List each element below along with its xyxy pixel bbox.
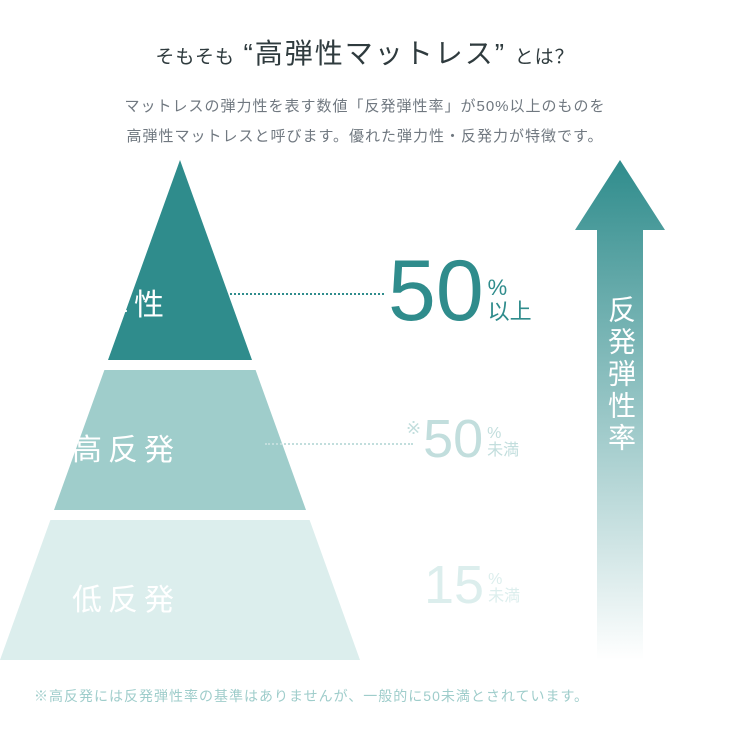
- title-main: “高弾性マットレス”: [239, 38, 510, 69]
- value-2-number: 50: [423, 412, 483, 466]
- leader-line-1: [182, 293, 384, 295]
- title-post: とは？: [515, 47, 575, 68]
- value-2-asterisk: ※: [406, 418, 421, 439]
- value-3-unit: % 未満: [488, 571, 520, 612]
- value-2-unit-top: %: [487, 425, 519, 443]
- intro-line-1: マットレスの弾力性を表す数値「反発弾性率」が50%以上のものを: [0, 92, 730, 122]
- pyramid-tier-2-label: 高反発: [72, 425, 180, 469]
- intro-line-2: 高弾性マットレスと呼びます。優れた弾力性・反発力が特徴です。: [0, 122, 730, 152]
- pyramid-tier-3-label: 低反発: [72, 575, 180, 619]
- pyramid-tier-1: 高弾性: [0, 160, 360, 360]
- value-2-unit: % 未満: [487, 425, 519, 466]
- page-title: そもそも “高弾性マットレス” とは？: [0, 0, 730, 72]
- pyramid-tier-1-label: 高弾性: [62, 280, 170, 324]
- leader-line-2: [265, 443, 413, 445]
- diagram: 高弾性 高反発 低反発 50 % 以上 ※ 50 % 未満 15 % 未満: [0, 160, 730, 670]
- elasticity-arrow: 反発弾性率: [575, 160, 665, 660]
- value-1-unit: % 以上: [488, 276, 532, 334]
- value-3-unit-top: %: [488, 571, 520, 589]
- value-3-number: 15: [424, 558, 484, 612]
- value-readout-1: 50 % 以上: [388, 248, 532, 334]
- value-1-unit-top: %: [488, 276, 532, 300]
- value-readout-2: ※ 50 % 未満: [406, 412, 519, 466]
- pyramid-tier-3-fill: [0, 520, 360, 660]
- pyramid-tier-2-fill: [0, 370, 360, 510]
- arrow-label: 反発弾性率: [575, 255, 665, 495]
- intro-text: マットレスの弾力性を表す数値「反発弾性率」が50%以上のものを 高弾性マットレス…: [0, 92, 730, 152]
- value-1-unit-bottom: 以上: [488, 300, 532, 324]
- value-readout-3: 15 % 未満: [424, 558, 520, 612]
- footnote: ※高反発には反発弾性率の基準はありませんが、一般的に50未満とされています。: [34, 686, 589, 706]
- title-pre: そもそも: [155, 47, 235, 68]
- pyramid-tier-3: 低反発: [0, 520, 360, 660]
- pyramid-tier-1-fill: [0, 160, 360, 360]
- value-1-number: 50: [388, 248, 484, 334]
- value-3-unit-bottom: 未満: [488, 588, 520, 606]
- value-2-unit-bottom: 未満: [487, 442, 519, 460]
- pyramid-tier-2: 高反発: [0, 370, 360, 510]
